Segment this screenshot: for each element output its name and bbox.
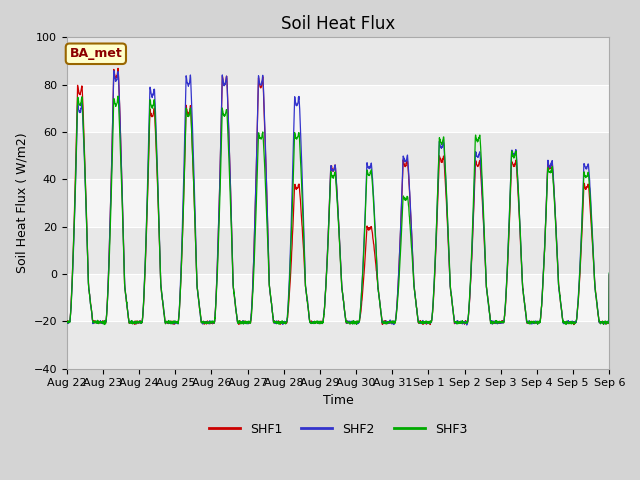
SHF3 (114, 93, 122, 99)
Bar (67, 274, 609, 321)
Line: SHF2: SHF2 (67, 71, 609, 325)
SHF3 (354, 320, 362, 326)
Y-axis label: Soil Heat Flux ( W/m2): Soil Heat Flux ( W/m2) (15, 132, 28, 273)
SHF1 (570, 322, 578, 327)
Bar (67, 179, 609, 227)
Line: SHF3: SHF3 (67, 96, 609, 324)
SHF1 (63, 318, 70, 324)
Bar (67, 132, 609, 179)
Bar (67, 37, 609, 84)
Bar (67, 227, 609, 274)
Title: Soil Heat Flux: Soil Heat Flux (281, 15, 395, 33)
SHF2 (110, 68, 118, 73)
Bar (67, 84, 609, 132)
X-axis label: Time: Time (323, 394, 353, 407)
SHF2 (365, 166, 373, 171)
SHF1 (496, 320, 504, 326)
SHF2 (573, 314, 580, 320)
SHF3 (366, 171, 374, 177)
SHF2 (354, 319, 362, 325)
SHF2 (496, 321, 504, 326)
SHF1 (573, 314, 580, 320)
SHF2 (63, 320, 70, 326)
Line: SHF1: SHF1 (67, 68, 609, 324)
SHF1 (557, 307, 565, 313)
SHF2 (558, 310, 566, 315)
SHF2 (214, 232, 222, 238)
SHF3 (605, 270, 613, 276)
SHF3 (496, 318, 504, 324)
SHF1 (354, 318, 362, 324)
SHF3 (63, 319, 70, 325)
SHF1 (114, 65, 122, 71)
Bar (67, 321, 609, 369)
SHF2 (463, 322, 470, 328)
SHF2 (605, 271, 613, 277)
SHF1 (365, 227, 373, 233)
Legend: SHF1, SHF2, SHF3: SHF1, SHF2, SHF3 (204, 418, 472, 441)
SHF3 (573, 315, 580, 321)
SHF3 (214, 238, 222, 244)
Text: BA_met: BA_met (70, 47, 122, 60)
SHF3 (558, 308, 566, 313)
SHF1 (605, 272, 613, 278)
SHF3 (100, 322, 108, 327)
SHF1 (214, 233, 222, 239)
